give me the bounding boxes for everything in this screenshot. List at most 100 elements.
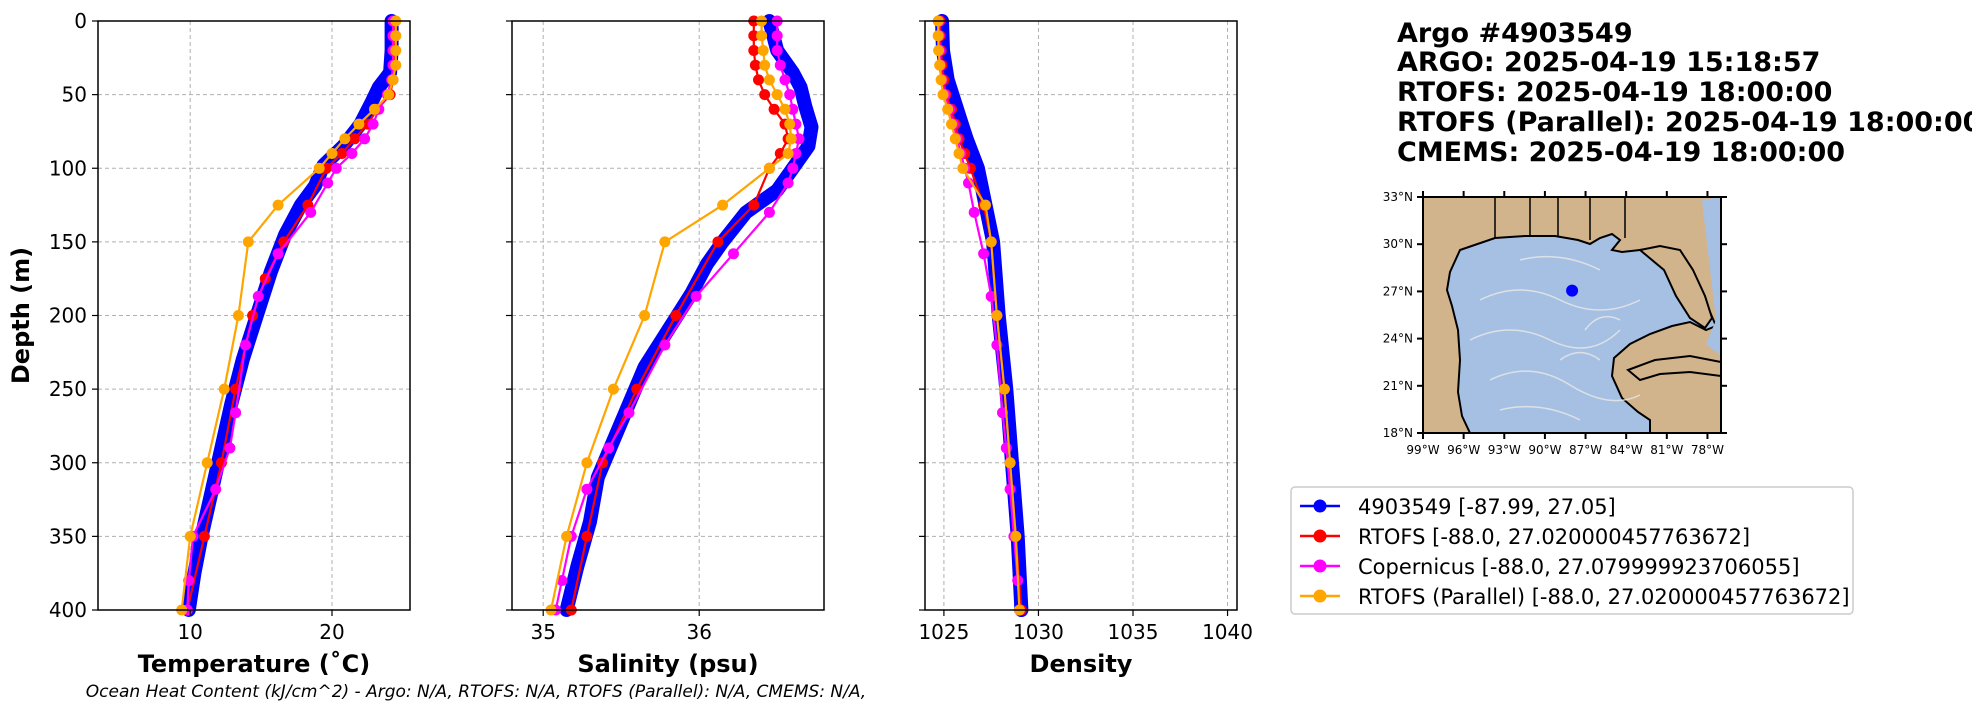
x-axis-label: Temperature (˚C) [138,650,371,678]
map-lon-label: 90°W [1528,443,1561,457]
series-point-4 [339,133,351,145]
series-point-4 [717,199,729,211]
y-tick-label: 150 [49,230,87,254]
x-tick-label: 1025 [918,620,969,644]
series-point-4 [935,74,947,86]
info-rtofs-parallel-time: RTOFS (Parallel): 2025-04-19 18:00:00 [1397,107,1972,138]
series-point-3 [782,177,794,189]
series-line-3 [554,21,801,611]
series-point-2 [748,45,760,56]
series-point-3 [779,74,791,86]
series-point-4 [383,89,395,101]
series-point-3 [690,290,702,302]
profile-panel-1: 10 20050100150200250300350400Temperature … [7,9,411,678]
map-florida [1637,244,1714,330]
series-point-4 [932,30,944,42]
x-tick-label: 35 [530,620,555,644]
info-argo-time: ARGO: 2025-04-19 15:18:57 [1397,47,1820,78]
info-block: Argo #4903549 ARGO: 2025-04-19 15:18:57 … [1397,18,1972,168]
y-axis-label: Depth (m) [7,247,35,384]
series-point-3 [728,248,739,260]
legend-label: Copernicus [-88.0, 27.079999923706055] [1358,555,1800,579]
series-point-4 [782,148,794,159]
x-tick-label: 20 [319,620,344,644]
series-point-4 [934,59,946,71]
series-point-4 [785,133,797,145]
series-point-4 [759,59,771,71]
map-lat-label: 24°N [1383,332,1413,346]
profile-panel-2: 35 36 Salinity (psu) [506,14,825,678]
series-point-2 [349,133,361,145]
series-point-3 [603,442,615,454]
map-lon-label: 81°W [1650,443,1683,457]
map-lon-label: 78°W [1691,443,1724,457]
series-point-4 [953,148,965,159]
map-lon-label: 87°W [1569,443,1602,457]
series-point-4 [201,457,213,469]
x-tick-label: 36 [686,620,711,644]
series-point-4 [980,199,991,211]
series-point-4 [763,162,775,174]
x-tick-label: 1040 [1202,620,1253,644]
series-point-4 [387,74,399,86]
series-point-2 [749,59,761,71]
series-point-4 [390,45,402,56]
series-point-3 [330,162,342,174]
y-tick-label: 200 [49,304,87,328]
profile-panel-3: 1025 1030 1035 1040 Density [918,14,1253,678]
y-tick-label: 50 [62,83,87,107]
x-tick-label: 1030 [1013,620,1064,644]
x-tick-label: 1035 [1108,620,1159,644]
series-point-3 [784,89,796,101]
series-point-3 [305,206,317,218]
y-tick-label: 100 [49,156,87,180]
legend-box [1290,486,1854,615]
y-tick-label: 300 [49,451,87,475]
series-point-4 [949,133,961,145]
series-point-3 [659,339,671,351]
y-tick-label: 250 [49,377,87,401]
series-point-4 [933,45,945,56]
series-point-4 [937,89,949,101]
map-lat-label: 21°N [1383,379,1413,393]
map-lon-label: 96°W [1447,443,1480,457]
series-point-2 [712,236,724,248]
ohc-footer: Ocean Heat Content (kJ/cm^2) - Argo: N/A… [86,682,866,702]
legend-marker-swatch [1313,529,1327,543]
series-point-3 [787,162,799,174]
series-line-3 [186,21,395,611]
series-point-2 [753,74,764,86]
y-tick-label: 400 [49,598,87,622]
series-point-3 [623,407,635,419]
map-lon-label: 99°W [1406,443,1439,457]
map-streamlines [1469,255,1641,421]
series-point-3 [774,59,786,71]
series-point-3 [978,248,990,260]
legend-label: RTOFS [-88.0, 27.020000457763672] [1358,525,1750,549]
series-point-3 [322,177,334,189]
series-point-3 [210,483,222,495]
series-point-4 [232,310,244,321]
legend-marker-swatch [1313,499,1327,513]
series-point-4 [998,383,1010,395]
legend-item: 4903549 [-87.99, 27.05] [1300,495,1616,519]
map-lat-label: 18°N [1383,426,1413,440]
series-point-3 [252,290,264,302]
legend-label: 4903549 [-87.99, 27.05] [1358,495,1616,519]
legend: 4903549 [-87.99, 27.05] RTOFS [-88.0, 27.… [1290,486,1854,615]
series-point-2 [670,310,682,321]
legend-item: RTOFS (Parallel) [-88.0, 27.020000457763… [1300,585,1850,609]
series-point-4 [390,59,402,71]
series-point-3 [272,248,284,260]
x-axis-label: Density [1030,650,1133,678]
series-point-3 [224,442,236,454]
series-point-4 [1010,530,1022,542]
series-point-4 [756,30,768,42]
series-point-2 [768,103,780,115]
series-point-3 [240,339,251,351]
y-tick-label: 0 [74,9,87,33]
series-point-3 [771,30,783,42]
series-point-3 [367,118,379,130]
series-point-4 [272,199,284,211]
series-point-3 [985,290,997,302]
